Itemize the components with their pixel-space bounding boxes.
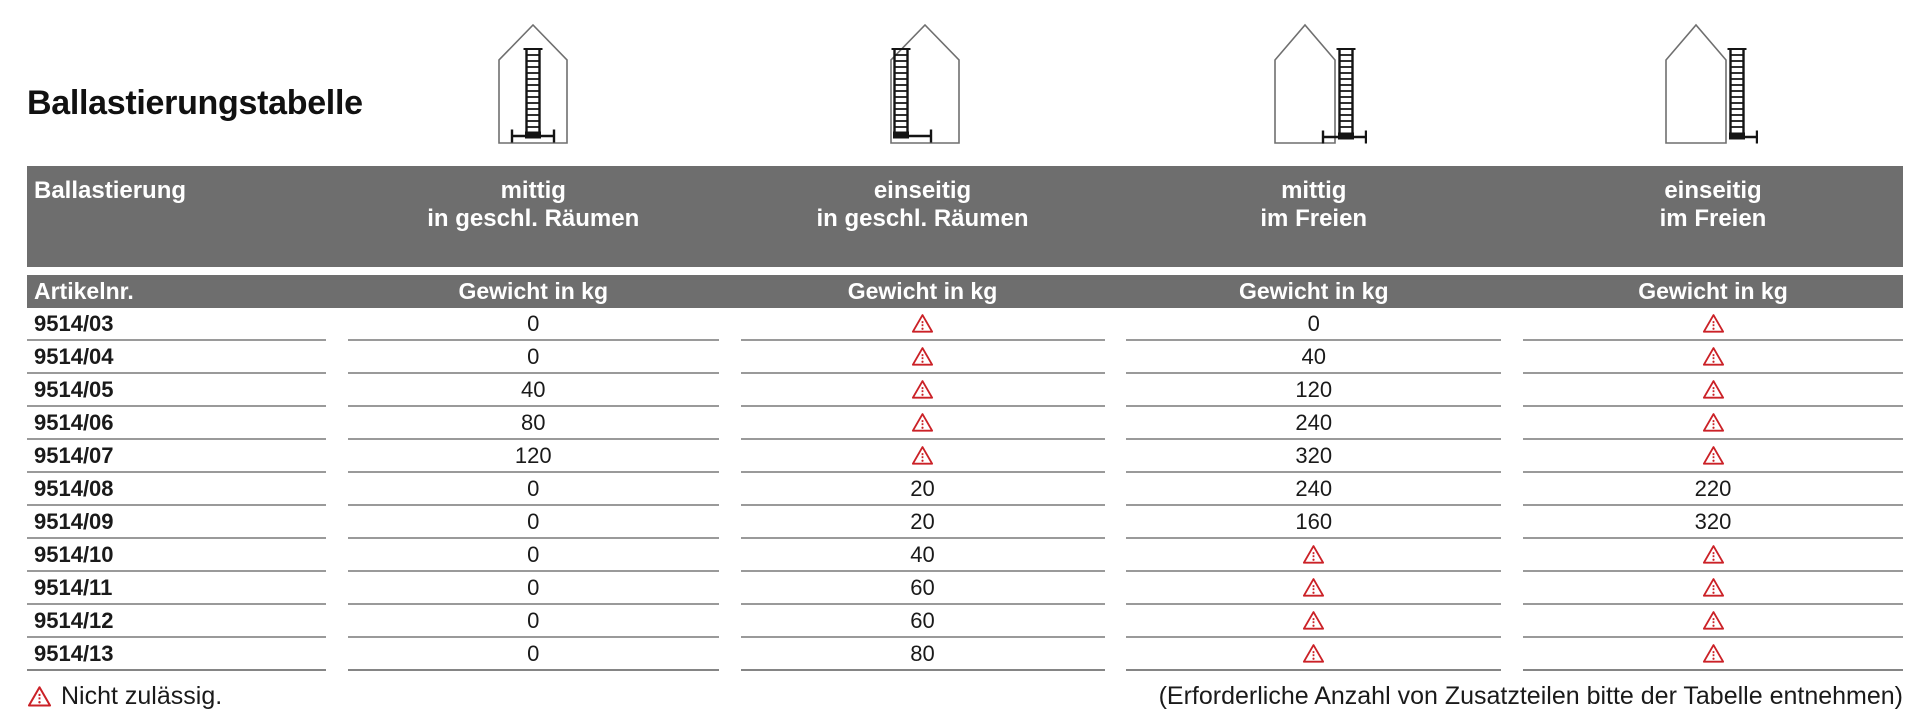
table-row: 9514/11 0 60 — [27, 572, 1903, 605]
table-row: 9514/12 0 60 — [27, 605, 1903, 638]
header-band-units: Artikelnr. Gewicht in kg Gewicht in kg Gew… — [27, 275, 1903, 308]
weight-header-cell: Gewicht in kg — [458, 278, 609, 304]
weight-value-cell: 0 — [347, 308, 719, 341]
ballast-table: Ballastierung mittig in geschl. Räumen ein… — [27, 166, 1903, 671]
header-cell-config: mittig im Freien — [1126, 166, 1501, 267]
table-row: 9514/08 0 20 240 220 — [27, 473, 1903, 506]
weight-value-cell: 40 — [740, 539, 1105, 572]
header-line2: im Freien — [1260, 205, 1368, 232]
weight-value-cell: 0 — [347, 473, 719, 506]
warning-icon — [1523, 308, 1903, 341]
table-row: 9514/06 80 240 — [27, 407, 1903, 440]
table-row: 9514/10 0 40 — [27, 539, 1903, 572]
weight-value-cell: 20 — [740, 473, 1105, 506]
weight-value-cell: 160 — [1126, 506, 1502, 539]
header-cell-config: einseitig im Freien — [1523, 166, 1903, 267]
table-footer: Nicht zulässig. (Erforderliche Anzahl vo… — [27, 682, 1903, 711]
header-line1: mittig — [500, 177, 566, 204]
warning-icon — [1523, 440, 1903, 473]
house-ladder-side-indoor-icon — [890, 23, 960, 144]
subheader-artikelnr: Artikelnr. — [34, 278, 134, 304]
warning-icon — [1523, 407, 1903, 440]
warning-icon — [1523, 605, 1903, 638]
table-row: 9514/03 0 0 — [27, 308, 1903, 341]
weight-value-cell: 40 — [347, 374, 719, 407]
warning-icon — [1523, 572, 1903, 605]
header-line1: mittig — [1281, 177, 1347, 204]
article-cell: 9514/11 — [27, 572, 326, 605]
header-line2: in geschl. Räumen — [816, 205, 1029, 232]
legend-not-permitted: Nicht zulässig. — [27, 682, 222, 711]
weight-value-cell: 0 — [347, 605, 719, 638]
weight-value-cell: 60 — [740, 605, 1105, 638]
table-row: 9514/05 40 120 — [27, 374, 1903, 407]
weight-value-cell: 0 — [347, 506, 719, 539]
house-ladder-center-outdoor-icon — [1274, 23, 1367, 144]
table-row: 9514/07 120 320 — [27, 440, 1903, 473]
warning-icon — [1126, 539, 1502, 572]
warning-icon — [1126, 572, 1502, 605]
warning-icon — [740, 308, 1105, 341]
weight-value-cell: 240 — [1126, 473, 1502, 506]
weight-header-cell: Gewicht in kg — [1238, 278, 1389, 304]
table-row: 9514/09 0 20 160 320 — [27, 506, 1903, 539]
weight-value-cell: 220 — [1523, 473, 1903, 506]
warning-icon — [1523, 539, 1903, 572]
header-gap — [27, 267, 1903, 275]
weight-value-cell: 0 — [347, 638, 719, 671]
warning-icon — [740, 341, 1105, 374]
header-band-configurations: Ballastierung mittig in geschl. Räumen ein… — [27, 166, 1903, 267]
table-body: 9514/03 0 0 9514/04 0 40 9514/05 40 120 9514/06 80… — [27, 308, 1903, 671]
article-cell: 9514/04 — [27, 341, 326, 374]
weight-value-cell: 320 — [1523, 506, 1903, 539]
weight-header-cell: Gewicht in kg — [847, 278, 998, 304]
weight-value-cell: 60 — [740, 572, 1105, 605]
warning-icon — [740, 407, 1105, 440]
weight-value-cell: 0 — [1126, 308, 1502, 341]
warning-icon — [1523, 374, 1903, 407]
header-line2: in geschl. Räumen — [427, 205, 640, 232]
page-title: Ballastierungstabelle — [27, 84, 363, 122]
house-ladder-side-outdoor-icon — [1665, 23, 1758, 144]
legend-text: Nicht zulässig. — [61, 682, 223, 710]
weight-value-cell: 40 — [1126, 341, 1502, 374]
header-line1: einseitig — [1664, 177, 1762, 204]
article-cell: 9514/12 — [27, 605, 326, 638]
article-cell: 9514/09 — [27, 506, 326, 539]
footer-note: (Erforderliche Anzahl von Zusatzteilen b… — [1158, 682, 1903, 710]
weight-header-cell: Gewicht in kg — [1638, 278, 1788, 304]
header-cell-config: einseitig in geschl. Räumen — [741, 166, 1105, 267]
header-line2: im Freien — [1659, 205, 1767, 232]
header-cell-config: mittig in geschl. Räumen — [348, 166, 719, 267]
warning-icon — [1523, 341, 1903, 374]
warning-icon — [27, 685, 52, 708]
article-cell: 9514/06 — [27, 407, 326, 440]
article-cell: 9514/08 — [27, 473, 326, 506]
table-row: 9514/13 0 80 — [27, 638, 1903, 671]
weight-value-cell: 0 — [347, 341, 719, 374]
article-cell: 9514/03 — [27, 308, 326, 341]
table-row: 9514/04 0 40 — [27, 341, 1903, 374]
warning-icon — [1126, 638, 1502, 671]
warning-icon — [1126, 605, 1502, 638]
weight-value-cell: 240 — [1126, 407, 1502, 440]
weight-value-cell: 80 — [740, 638, 1105, 671]
weight-value-cell: 0 — [347, 539, 719, 572]
weight-value-cell: 0 — [347, 572, 719, 605]
warning-icon — [740, 374, 1105, 407]
weight-value-cell: 80 — [347, 407, 719, 440]
house-ladder-center-indoor-icon — [498, 23, 568, 144]
weight-value-cell: 20 — [740, 506, 1105, 539]
warning-icon — [740, 440, 1105, 473]
weight-value-cell: 120 — [1126, 374, 1502, 407]
corner-label: Ballastierung — [34, 177, 187, 204]
warning-icon — [1523, 638, 1903, 671]
article-cell: 9514/10 — [27, 539, 326, 572]
weight-value-cell: 120 — [347, 440, 719, 473]
weight-value-cell: 320 — [1126, 440, 1502, 473]
article-cell: 9514/13 — [27, 638, 326, 671]
article-cell: 9514/05 — [27, 374, 326, 407]
header-line1: einseitig — [873, 177, 972, 204]
article-cell: 9514/07 — [27, 440, 326, 473]
